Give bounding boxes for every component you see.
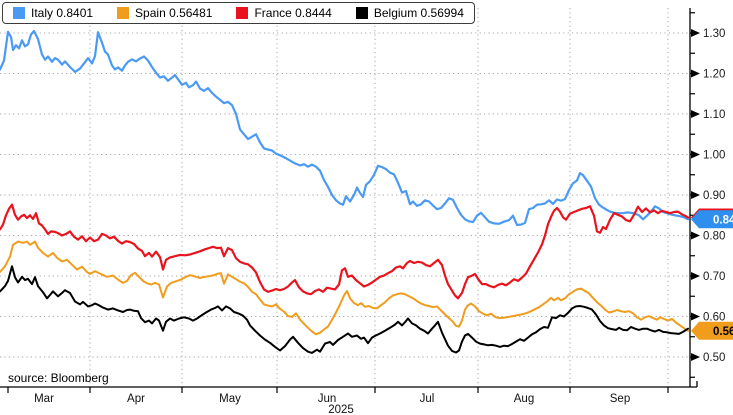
- legend-item-spain[interactable]: Spain 0.56481: [117, 6, 212, 20]
- y-tick-arrow-icon: [691, 29, 700, 37]
- x-month-label: Sep: [610, 393, 630, 405]
- belgium-swatch-icon: [355, 7, 368, 19]
- y-tick-label: 1.30: [703, 28, 725, 40]
- spain-swatch-icon: [117, 7, 130, 19]
- y-tick-arrow-icon: [691, 191, 700, 199]
- y-tick-label: 0.50: [703, 352, 725, 364]
- y-tick-arrow-icon: [691, 110, 700, 118]
- y-tick-arrow-icon: [691, 272, 700, 280]
- y-tick-arrow-icon: [691, 69, 700, 78]
- x-month-label: May: [219, 393, 241, 405]
- y-tick-label: 1.10: [703, 109, 725, 121]
- series-line-italy: [0, 29, 690, 227]
- series-line-france: [0, 203, 690, 300]
- x-month-label: Jun: [318, 393, 337, 405]
- y-tick-arrow-icon: [691, 353, 700, 361]
- x-month-label: Aug: [514, 393, 534, 405]
- legend-label-spain: Spain 0.56481: [135, 6, 213, 20]
- y-tick-arrow-icon: [691, 312, 700, 321]
- legend-label-italy: Italy 0.8401: [31, 6, 94, 20]
- price-tag-text-italy: 0.8401: [713, 214, 733, 226]
- legend-item-italy[interactable]: Italy 0.8401: [13, 6, 93, 20]
- legend-item-france[interactable]: France 0.8444: [236, 6, 332, 20]
- chart-legend: Italy 0.8401 Spain 0.56481 France 0.8444…: [2, 2, 475, 24]
- price-tag-spain: [691, 321, 733, 340]
- legend-label-belgium: Belgium 0.56994: [373, 6, 464, 20]
- france-swatch-icon: [236, 7, 249, 19]
- x-month-label: Apr: [127, 393, 145, 405]
- y-tick-label: 0.70: [703, 271, 725, 283]
- y-tick-label: 0.60: [703, 312, 725, 324]
- x-year-label: 2025: [328, 404, 354, 415]
- y-tick-label: 1.20: [703, 69, 725, 81]
- x-month-label: Mar: [34, 393, 54, 405]
- price-tag-text-spain: 0.56481: [713, 326, 733, 338]
- x-month-label: Jul: [420, 393, 435, 405]
- y-tick-arrow-icon: [691, 231, 700, 240]
- legend-label-france: France 0.8444: [254, 6, 332, 20]
- y-tick-label: 1.00: [703, 150, 725, 162]
- legend-item-belgium[interactable]: Belgium 0.56994: [355, 6, 464, 20]
- y-tick-label: 0.80: [703, 231, 725, 243]
- series-line-belgium: [0, 265, 689, 354]
- italy-swatch-icon: [13, 7, 25, 19]
- price-tag-italy: [691, 210, 733, 229]
- y-tick-label: 0.90: [703, 190, 725, 202]
- source-attribution: source: Bloomberg: [8, 371, 109, 385]
- y-tick-arrow-icon: [691, 150, 700, 159]
- series-line-spain: [0, 240, 689, 336]
